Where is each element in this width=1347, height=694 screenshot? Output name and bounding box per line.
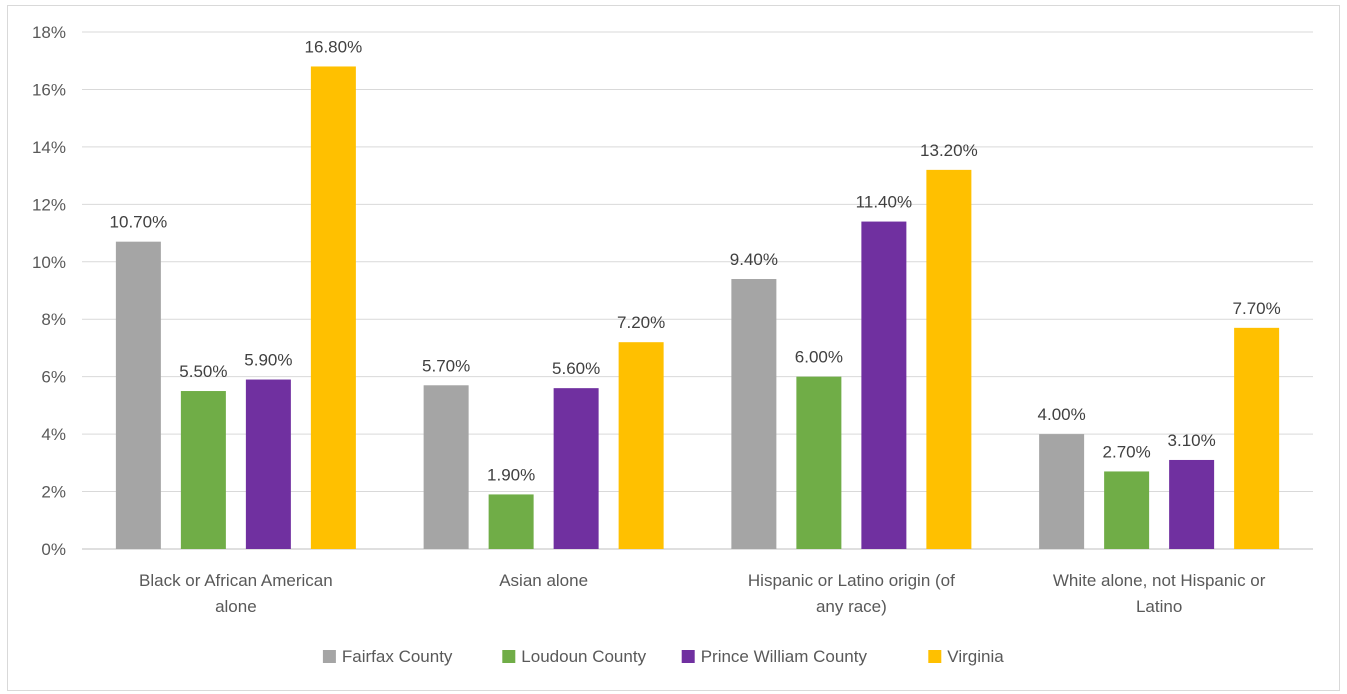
legend-swatch [322, 650, 336, 663]
bar [1039, 434, 1085, 549]
legend-label: Prince William County [701, 647, 868, 666]
bar [115, 241, 161, 549]
y-tick-label: 14% [32, 138, 66, 157]
bar [731, 279, 777, 549]
data-label: 2.70% [1103, 442, 1151, 461]
y-tick-label: 12% [32, 195, 66, 214]
y-tick-label: 0% [41, 540, 66, 559]
data-label: 11.40% [856, 193, 912, 212]
bar [310, 66, 356, 549]
data-label: 5.90% [244, 351, 292, 370]
data-label: 9.40% [730, 250, 778, 269]
data-label: 5.70% [422, 356, 470, 375]
legend-label: Fairfax County [342, 647, 453, 666]
bar [553, 388, 599, 549]
data-label: 1.90% [487, 465, 535, 484]
y-tick-label: 18% [32, 23, 66, 42]
y-tick-label: 4% [41, 425, 66, 444]
category-label: any race) [816, 597, 887, 616]
data-label: 5.50% [179, 362, 227, 381]
bar [618, 342, 664, 549]
data-label: 13.20% [920, 141, 978, 160]
data-label: 7.70% [1233, 299, 1281, 318]
legend-swatch [681, 650, 695, 663]
y-tick-label: 10% [32, 253, 66, 272]
data-label: 16.80% [305, 37, 363, 56]
legend-swatch [502, 650, 516, 663]
bar [926, 169, 972, 549]
category-label: Hispanic or Latino origin (of [748, 571, 955, 590]
bar [180, 391, 226, 549]
bar [1104, 471, 1150, 549]
data-label: 7.20% [617, 313, 665, 332]
category-label: Black or African American [139, 571, 333, 590]
y-tick-label: 6% [41, 368, 66, 387]
data-label: 6.00% [795, 348, 843, 367]
data-label: 10.70% [110, 213, 168, 232]
category-label: Asian alone [499, 571, 588, 590]
y-tick-label: 2% [41, 483, 66, 502]
bar [796, 376, 842, 549]
bar [861, 221, 907, 550]
bar [1234, 327, 1280, 549]
category-label: alone [215, 597, 257, 616]
data-label: 3.10% [1168, 431, 1216, 450]
y-tick-label: 16% [32, 80, 66, 99]
bar [1169, 459, 1215, 549]
category-label: Latino [1136, 597, 1182, 616]
legend-label: Loudoun County [521, 647, 646, 666]
data-label: 5.60% [552, 359, 600, 378]
data-label: 4.00% [1038, 405, 1086, 424]
category-label: White alone, not Hispanic or [1053, 571, 1266, 590]
y-tick-label: 8% [41, 310, 66, 329]
bar [245, 379, 291, 549]
bar [488, 494, 534, 549]
chart-frame [7, 5, 1340, 691]
legend-swatch [928, 650, 942, 663]
bar [423, 385, 469, 549]
legend-label: Virginia [947, 647, 1004, 666]
